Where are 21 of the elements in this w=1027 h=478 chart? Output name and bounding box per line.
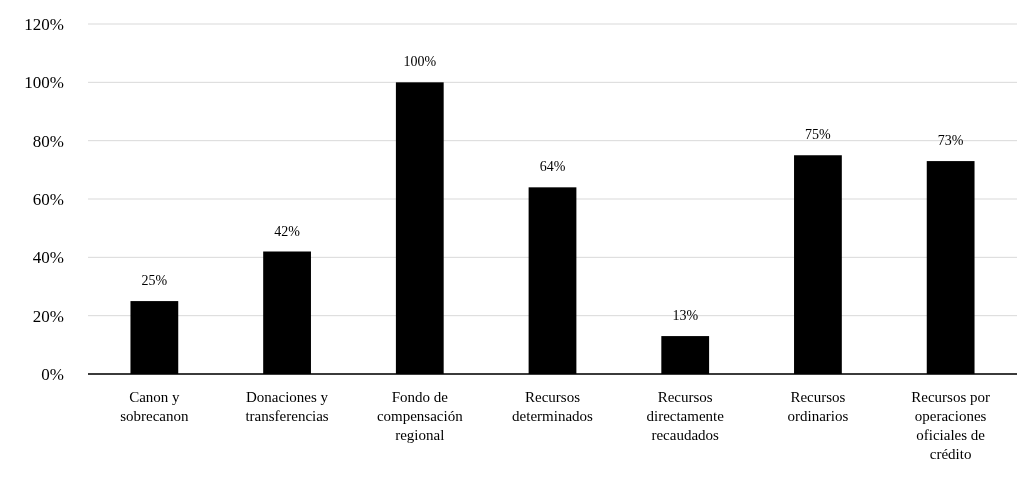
- x-tick-label: Recursos directamente recaudados: [646, 389, 725, 443]
- x-tick-label: Recursos determinados: [512, 389, 594, 424]
- y-tick-label: 0%: [41, 364, 64, 384]
- y-tick-label: 80%: [32, 131, 64, 151]
- data-label: 25%: [141, 273, 168, 289]
- data-label: 42%: [274, 223, 301, 239]
- data-label: 73%: [937, 133, 964, 149]
- data-label: 64%: [539, 159, 566, 175]
- x-tick-label: Donaciones y transferencias: [245, 389, 329, 424]
- y-tick-label: 120%: [24, 14, 64, 34]
- x-tick-label: Canon y sobrecanon: [120, 389, 190, 424]
- data-label: 75%: [805, 127, 832, 143]
- y-tick-label: 100%: [24, 73, 64, 93]
- data-label: 13%: [672, 308, 699, 324]
- x-tick-label: Recursos ordinarios: [787, 389, 849, 424]
- x-tick-label: Recursos por operaciones oficiales de crédito: [911, 389, 991, 462]
- y-tick-label: 40%: [32, 248, 64, 268]
- x-tick-label: Fondo de compensación regional: [376, 389, 464, 443]
- y-tick-label: 20%: [32, 306, 64, 326]
- data-label: 100%: [403, 54, 437, 70]
- y-tick-label: 60%: [32, 189, 64, 209]
